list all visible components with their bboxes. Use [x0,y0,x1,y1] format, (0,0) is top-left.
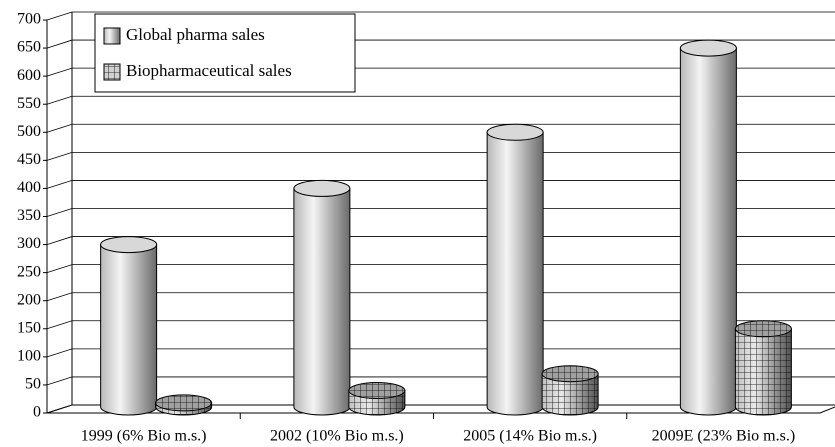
bar [541,365,599,416]
legend-label: Global pharma sales [126,25,265,44]
bar-top [679,39,737,57]
grid-line [46,95,835,105]
bar-hatch [542,373,599,415]
grid-line [46,11,835,21]
bar-top-hatch [542,365,599,382]
grid-line [46,123,835,133]
x-tick-label: 2002 (10% Bio m.s.) [270,428,404,445]
bar-body [486,131,544,416]
y-tick-label: 300 [17,235,41,252]
bar-top-hatch [735,320,792,337]
x-tick-label: 2005 (14% Bio m.s.) [463,428,597,445]
grid-line [46,264,835,274]
bar-top-hatch [348,382,405,399]
bar [155,394,213,416]
bar [486,123,544,416]
grid-line [46,292,835,302]
y-tick-label: 650 [17,39,41,56]
grid-line [46,39,835,49]
legend: Global pharma sales Biopharmaceutical sal… [94,13,356,93]
grid-line [46,180,835,189]
bar-top [293,179,351,197]
grid-line [46,348,835,358]
bar [100,236,158,416]
y-tick-label: 400 [17,179,41,196]
y-tick-label: 50 [25,376,41,393]
bar-body [100,244,158,416]
legend-swatch [103,27,121,45]
grid-line [46,67,835,77]
y-tick-label: 250 [17,263,41,280]
y-tick-label: 600 [17,67,41,84]
bar [293,179,351,416]
bar-top [100,236,158,254]
grid-line [46,236,835,245]
y-tick-label: 500 [17,123,41,140]
y-tick-label: 200 [17,291,41,308]
y-tick-label: 550 [17,95,41,112]
y-tick-label: 700 [17,11,41,28]
legend-box [94,13,356,93]
legend-label: Biopharmaceutical sales [126,61,292,80]
x-tick-label: 2009E (23% Bio m.s.) [652,428,796,445]
bar-hatch [735,328,792,415]
bar-top-hatch [155,394,212,411]
bar [348,382,406,416]
grid-line [46,208,835,217]
legend-swatch-hatch [104,64,120,80]
bar-body [679,47,737,416]
grid-line [46,320,835,330]
y-tick-label: 350 [17,207,41,224]
y-tick-label: 150 [17,319,41,336]
bar-body [293,187,351,416]
bar-top [486,123,544,141]
x-tick-label: 1999 (6% Bio m.s.) [81,428,207,445]
grid-line [46,151,835,161]
y-tick-label: 450 [17,151,41,168]
bar [734,320,792,416]
y-tick-label: 100 [17,348,41,365]
bar [679,39,737,416]
y-tick-label: 0 [33,404,41,421]
